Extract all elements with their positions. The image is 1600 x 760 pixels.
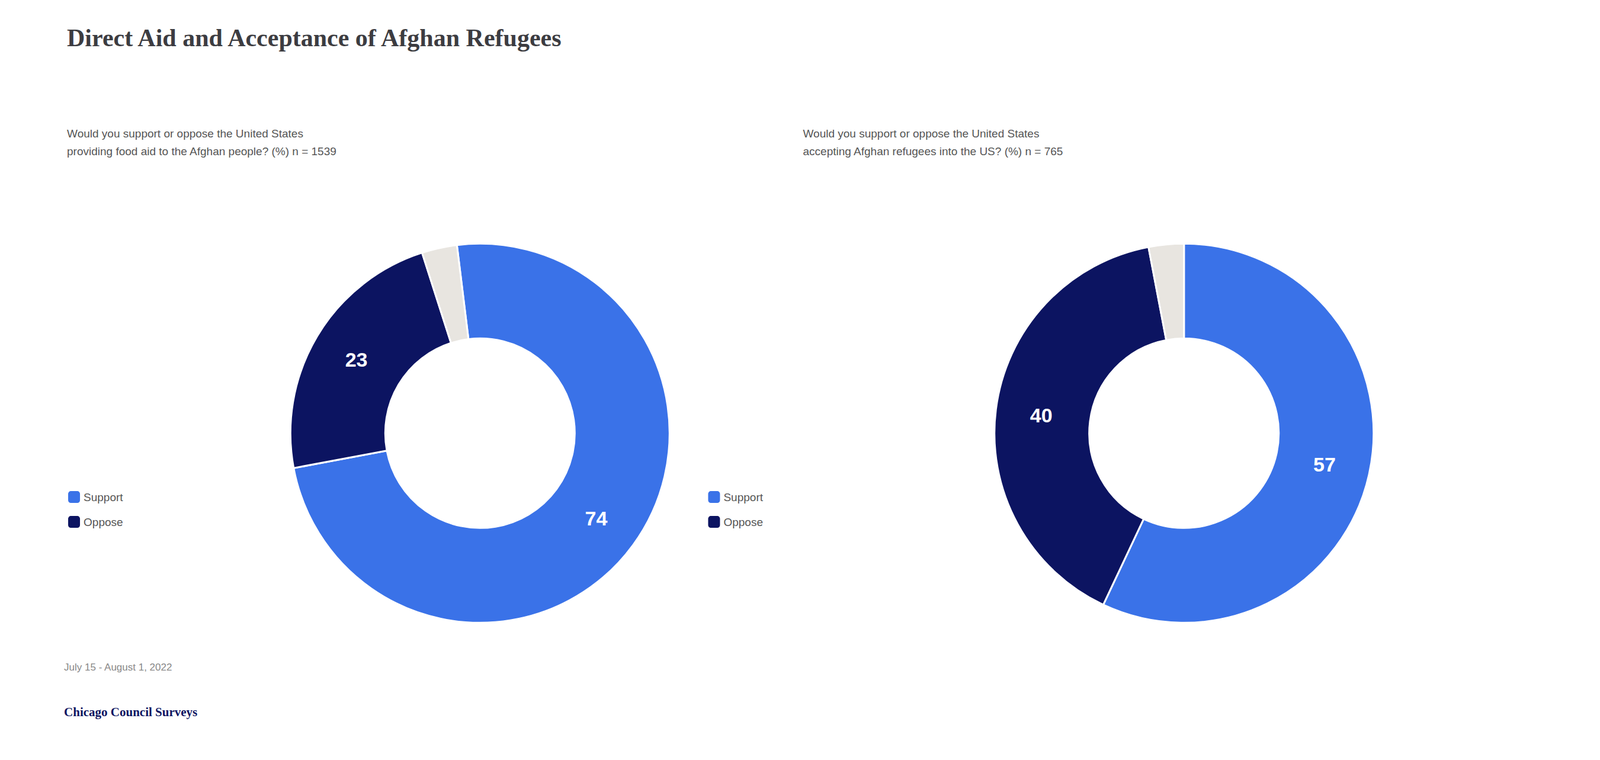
- svg-text:Oppose: Oppose: [83, 515, 124, 529]
- svg-text:Support: Support: [723, 491, 763, 504]
- svg-text:Would you support or oppose th: Would you support or oppose the United S…: [66, 127, 304, 140]
- svg-text:23: 23: [345, 348, 368, 371]
- svg-text:Support: Support: [83, 491, 124, 504]
- svg-text:Chicago Council Surveys: Chicago Council Surveys: [63, 704, 198, 720]
- svg-text:accepting Afghan refugees into: accepting Afghan refugees into the US? (…: [803, 145, 1064, 158]
- svg-text:40: 40: [1030, 403, 1053, 427]
- svg-text:July 15 - August 1, 2022: July 15 - August 1, 2022: [63, 661, 172, 673]
- svg-text:Direct Aid and Acceptance of A: Direct Aid and Acceptance of Afghan Refu…: [66, 24, 561, 52]
- svg-text:57: 57: [1313, 453, 1336, 476]
- svg-text:Would you support or oppose th: Would you support or oppose the United S…: [803, 127, 1040, 140]
- svg-text:providing food aid to the Afgh: providing food aid to the Afghan people?…: [66, 145, 337, 158]
- svg-text:74: 74: [584, 507, 608, 530]
- svg-text:Oppose: Oppose: [723, 515, 763, 529]
